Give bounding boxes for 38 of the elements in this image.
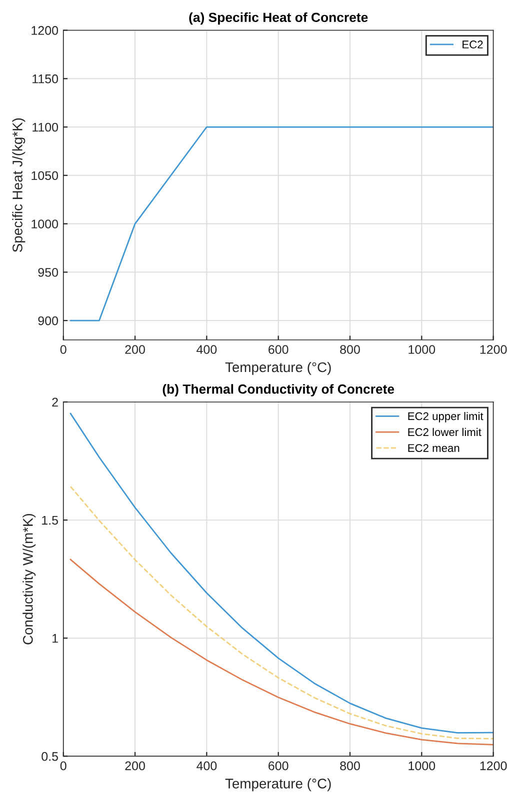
- legend-label: EC2 lower limit: [408, 428, 482, 436]
- legend-label: EC2: [462, 40, 483, 48]
- x-tick-label: 200: [125, 761, 145, 770]
- line-series: [70, 412, 494, 734]
- y-tick-label: 2: [52, 398, 58, 407]
- x-tick-label: 1200: [480, 761, 507, 770]
- y-tick-label: 900: [38, 316, 58, 326]
- x-axis-title: Temperature (°C): [225, 778, 331, 792]
- x-axis-title: Temperature (°C): [225, 362, 331, 375]
- y-tick-label: 1: [52, 634, 58, 643]
- chart-title: (a) Specific Heat of Concrete: [189, 12, 368, 25]
- x-tick-label: 400: [196, 761, 217, 770]
- x-tick-label: 1200: [480, 345, 507, 354]
- x-tick-label: 400: [196, 345, 217, 354]
- y-axis-title: Conductivity W/(m*K): [22, 514, 36, 644]
- x-tick-label: 0: [60, 345, 66, 354]
- y-tick-label: 950: [38, 268, 58, 277]
- x-tick-label: 800: [340, 761, 360, 770]
- y-tick-label: 1000: [32, 220, 58, 228]
- y-tick-label: 1100: [32, 122, 58, 132]
- y-tick-label: 1.5: [42, 516, 58, 525]
- y-axis-title: Specific Heat J/(kg*K): [12, 118, 26, 252]
- x-tick-label: 600: [268, 761, 288, 770]
- y-tick-label: 1200: [32, 26, 58, 35]
- x-tick-label: 800: [340, 345, 360, 354]
- y-tick-label: 1150: [32, 74, 58, 84]
- legend-label: EC2 upper limit: [408, 412, 484, 422]
- y-tick-label: 0.5: [42, 752, 58, 761]
- chart-title: (b) Thermal Conductivity of Concrete: [162, 384, 394, 396]
- line-series: [70, 486, 494, 740]
- x-tick-label: 200: [125, 345, 145, 354]
- legend-label: EC2 mean: [408, 444, 460, 452]
- x-tick-label: 1000: [408, 345, 436, 354]
- x-tick-label: 600: [268, 345, 288, 354]
- x-tick-label: 0: [60, 761, 66, 770]
- line-series: [70, 558, 494, 746]
- x-tick-label: 1000: [408, 761, 436, 770]
- y-tick-label: 1050: [32, 171, 58, 180]
